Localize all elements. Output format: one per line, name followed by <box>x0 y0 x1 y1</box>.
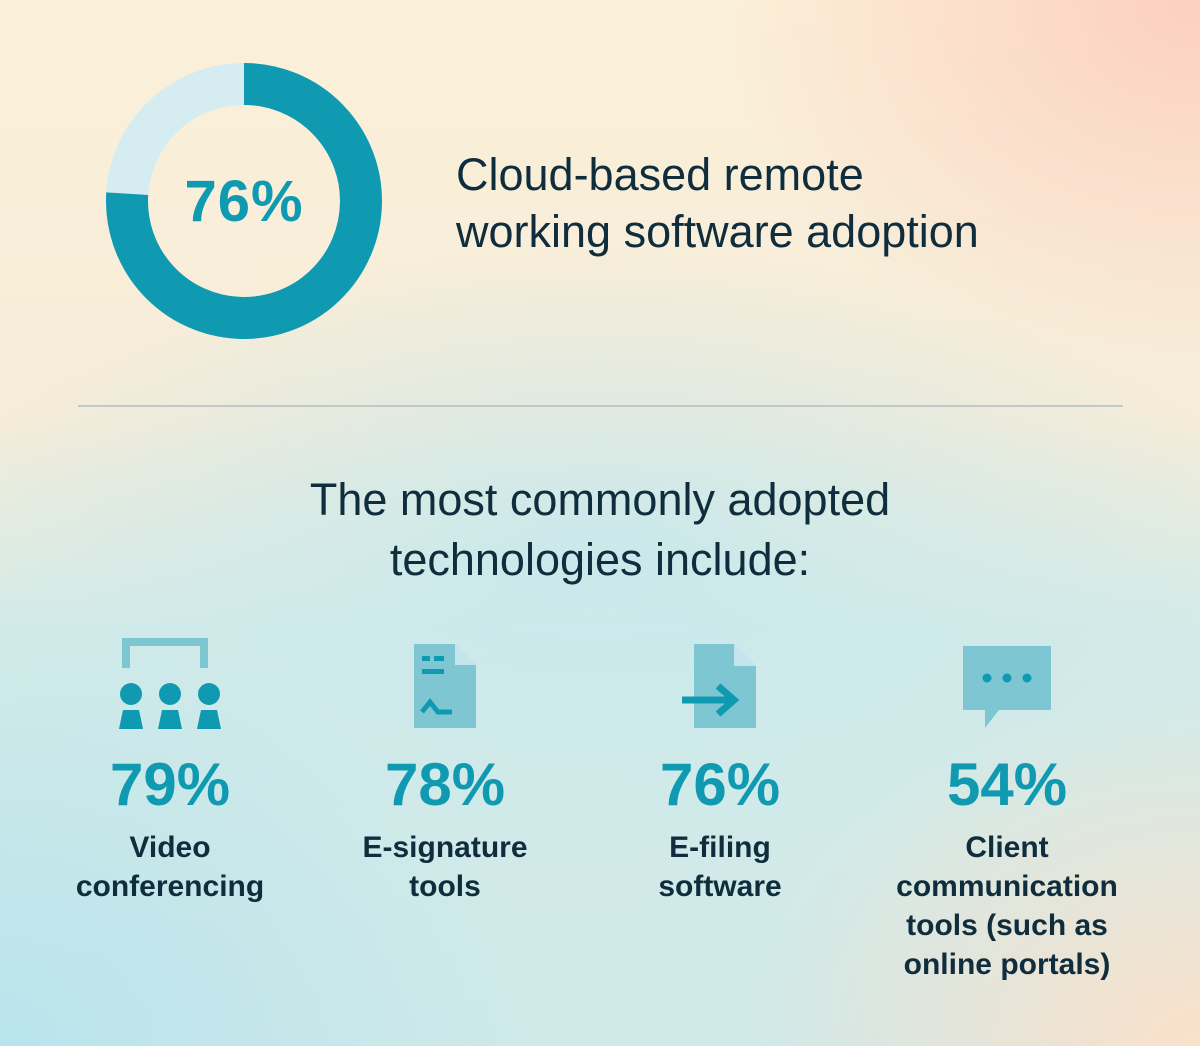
stat-label: Video conferencing <box>35 828 305 906</box>
stat-label-line: online portals) <box>903 948 1111 981</box>
stat-value: 54% <box>946 751 1068 818</box>
stat-label-line: software <box>658 870 782 903</box>
stat-label-line: tools (such as <box>906 909 1108 942</box>
headline-line-1: Cloud-based remote <box>456 149 864 200</box>
stat-value: 78% <box>384 751 506 818</box>
stat-e-signature-tools: 78% E-signature tools <box>310 630 580 906</box>
subhead-line-1: The most commonly adopted <box>309 474 891 525</box>
headline-line-2: working software adoption <box>456 206 979 257</box>
subhead: The most commonly adopted technologies i… <box>100 470 1100 590</box>
stat-e-filing-software: 76% E-filing software <box>585 630 855 906</box>
stat-label: Client communication tools (such as onli… <box>872 828 1142 984</box>
stat-label: E-filing software <box>585 828 855 906</box>
stat-label-line: conferencing <box>75 870 265 903</box>
headline: Cloud-based remote working software adop… <box>456 146 1156 260</box>
stat-label-line: Video <box>129 831 211 864</box>
stat-label: E-signature tools <box>310 828 580 906</box>
stat-value: 76% <box>659 751 781 818</box>
chat-bubble-icon <box>963 646 1051 728</box>
stat-value: 79% <box>109 751 231 818</box>
stat-label-line: E-filing <box>669 831 771 864</box>
stat-video-conferencing: 79% Video conferencing <box>35 630 305 906</box>
stat-label-line: E-signature <box>362 831 528 864</box>
adoption-donut-chart <box>106 63 382 339</box>
divider <box>78 405 1123 407</box>
stat-label-line: Client <box>965 831 1049 864</box>
donut-percent-label: 76% <box>184 168 304 234</box>
video-conference-icon <box>119 638 221 729</box>
stat-client-communication-tools: 54% Client communication tools (such as … <box>872 630 1142 984</box>
e-signature-icon <box>414 644 476 728</box>
stat-label-line: tools <box>409 870 481 903</box>
e-filing-icon <box>682 644 756 728</box>
subhead-line-2: technologies include: <box>389 534 811 585</box>
stat-label-line: communication <box>896 870 1118 903</box>
donut-value-arc <box>106 63 382 339</box>
